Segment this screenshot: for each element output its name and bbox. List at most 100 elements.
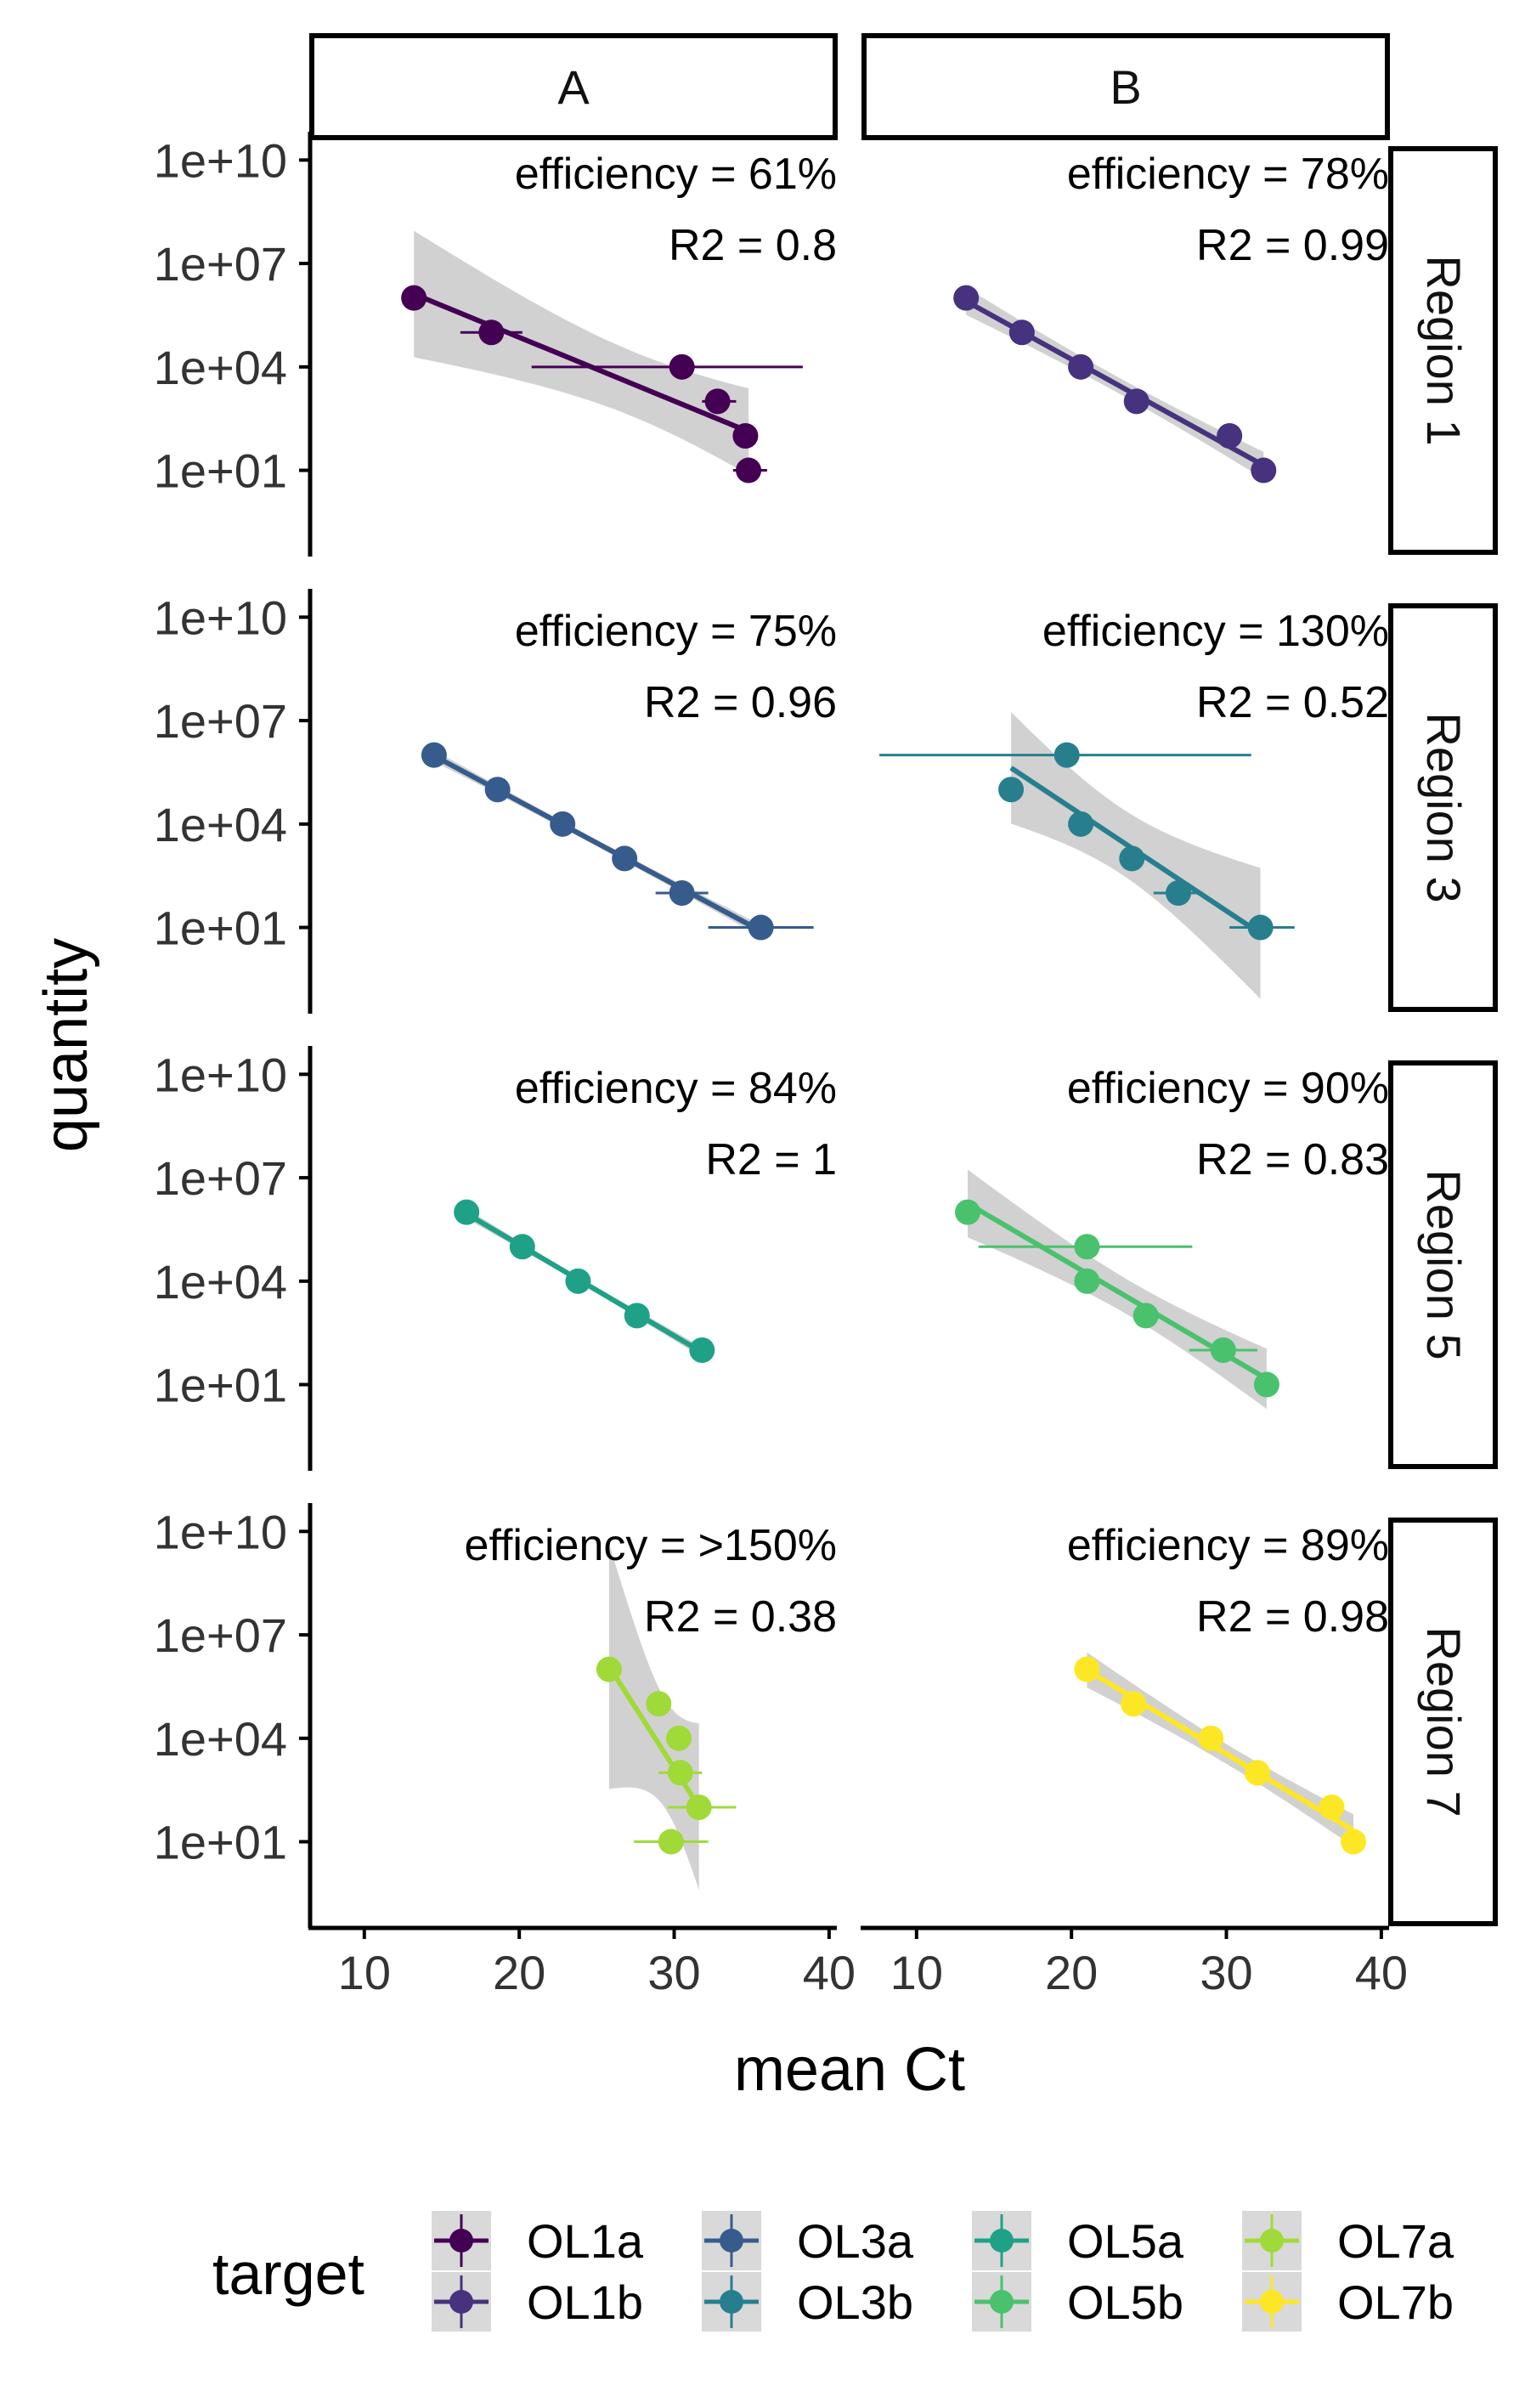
data-point [646, 1691, 672, 1717]
y-axis-title: quantity [32, 938, 100, 1152]
data-point [1217, 422, 1243, 449]
legend-item-label: OL5a [1067, 2214, 1184, 2268]
facet-strip-row [1388, 1060, 1498, 1469]
confidence-band [608, 1543, 699, 1891]
facet-strip-row-label: Region 1 [1417, 255, 1471, 445]
r2-label: R2 = 0.98 [1196, 1592, 1389, 1642]
y-tick-label: 1e+07 [154, 237, 287, 291]
data-point [1119, 845, 1145, 872]
panel: efficiency = >150% R2 = 0.38 [465, 1521, 837, 1891]
efficiency-label: efficiency = >150% [465, 1521, 837, 1570]
y-tick-label: 1e+01 [154, 1816, 287, 1869]
r2-label: R2 = 0.52 [1196, 678, 1389, 727]
data-point [1121, 1691, 1147, 1717]
data-point [953, 285, 980, 311]
data-point [1247, 914, 1274, 941]
panel: efficiency = 78% R2 = 0.99 [953, 150, 1389, 483]
data-point [669, 879, 695, 906]
legend-item-label: OL1a [527, 2214, 644, 2268]
data-point [454, 1199, 480, 1225]
data-point [565, 1268, 591, 1294]
panel: efficiency = 84% R2 = 1 [454, 1064, 837, 1363]
data-point [689, 1337, 715, 1363]
legend-title: target [212, 2241, 364, 2307]
x-tick-label: 40 [803, 1946, 856, 1999]
data-point [748, 914, 774, 941]
legend-item-label: OL7b [1337, 2275, 1454, 2329]
data-point [596, 1656, 622, 1682]
legend-key-point [720, 2229, 743, 2253]
r2-label: R2 = 0.96 [644, 678, 837, 727]
legend-key-point [720, 2290, 743, 2314]
y-tick-label: 1e+04 [154, 1255, 287, 1309]
axes-layer: 1e+01 1e+04 1e+07 1e+10 1e+01 1e+04 1e+07 1e+10… [154, 132, 1408, 1999]
data-point [1319, 1794, 1345, 1820]
facet-strip-row [1388, 146, 1498, 555]
data-point [666, 1725, 692, 1751]
legend-item-label: OL3b [797, 2275, 913, 2329]
data-point [1251, 457, 1277, 483]
data-point [998, 777, 1025, 803]
data-point [686, 1794, 712, 1820]
facet-strip-row [1388, 1518, 1498, 1926]
efficiency-label: efficiency = 78% [1067, 150, 1389, 199]
y-tick-label: 1e+10 [154, 1048, 287, 1101]
data-point [1245, 1760, 1270, 1786]
data-point [624, 1303, 650, 1329]
r2-label: R2 = 1 [705, 1135, 837, 1184]
data-point [1068, 811, 1094, 837]
facet-strips: A B Region 1 Region 3 Region 5 Region 7 [309, 33, 1498, 1926]
x-tick-label: 10 [338, 1946, 391, 1999]
facet-strip-row-label: Region 3 [1417, 712, 1471, 902]
data-point [1074, 1268, 1100, 1294]
data-point [658, 1829, 684, 1855]
legend-key-point [1260, 2229, 1284, 2253]
legend-item-label: OL7a [1337, 2214, 1454, 2268]
data-point [667, 1760, 693, 1786]
data-point [1074, 1234, 1100, 1260]
panel: efficiency = 61% R2 = 0.8 [401, 150, 837, 483]
data-point [401, 285, 427, 311]
data-point [1341, 1829, 1367, 1855]
facet-strip-row-label: Region 7 [1417, 1626, 1471, 1817]
r2-label: R2 = 0.99 [1196, 221, 1389, 270]
panel: efficiency = 130% R2 = 0.52 [879, 607, 1389, 999]
facet-strip-col [861, 33, 1390, 140]
y-tick-label: 1e+07 [154, 1608, 287, 1662]
data-point [1008, 319, 1035, 346]
data-point [1253, 1371, 1279, 1398]
y-tick-label: 1e+01 [154, 1359, 287, 1412]
data-point [955, 1199, 980, 1225]
y-tick-label: 1e+01 [154, 902, 287, 955]
x-tick-label: 20 [1045, 1946, 1098, 1999]
facet-strip-col [309, 33, 838, 140]
legend-item-label: OL3a [797, 2214, 914, 2268]
legend: target OL1a OL1b OL3a OL3b OL5a OL5b OL7a OL7b [212, 2211, 1454, 2332]
legend-key-point [990, 2229, 1014, 2253]
r2-label: R2 = 0.83 [1196, 1135, 1389, 1184]
y-tick-label: 1e+07 [154, 694, 287, 748]
y-tick-label: 1e+01 [154, 444, 287, 498]
efficiency-label: efficiency = 75% [515, 607, 837, 656]
data-point [1132, 1303, 1159, 1329]
legend-key-point [1260, 2290, 1284, 2314]
y-tick-label: 1e+04 [154, 1712, 287, 1766]
panel: efficiency = 90% R2 = 0.83 [955, 1064, 1389, 1410]
efficiency-label: efficiency = 130% [1042, 607, 1389, 656]
y-tick-label: 1e+10 [154, 591, 287, 644]
data-point [612, 845, 638, 872]
panels-layer: efficiency = 61% R2 = 0.8 efficiency = 78%… [401, 150, 1389, 1891]
y-tick-label: 1e+04 [154, 798, 287, 851]
data-point [669, 353, 695, 380]
data-point [1074, 1656, 1100, 1682]
data-point [704, 388, 731, 415]
data-point [1053, 742, 1080, 768]
regression-line [413, 291, 750, 434]
panel: efficiency = 75% R2 = 0.96 [421, 607, 837, 941]
x-tick-label: 30 [647, 1946, 700, 1999]
efficiency-label: efficiency = 61% [515, 150, 837, 199]
data-point [1210, 1337, 1236, 1363]
data-point [732, 422, 759, 449]
data-point [509, 1234, 535, 1260]
r2-label: R2 = 0.38 [644, 1592, 837, 1642]
